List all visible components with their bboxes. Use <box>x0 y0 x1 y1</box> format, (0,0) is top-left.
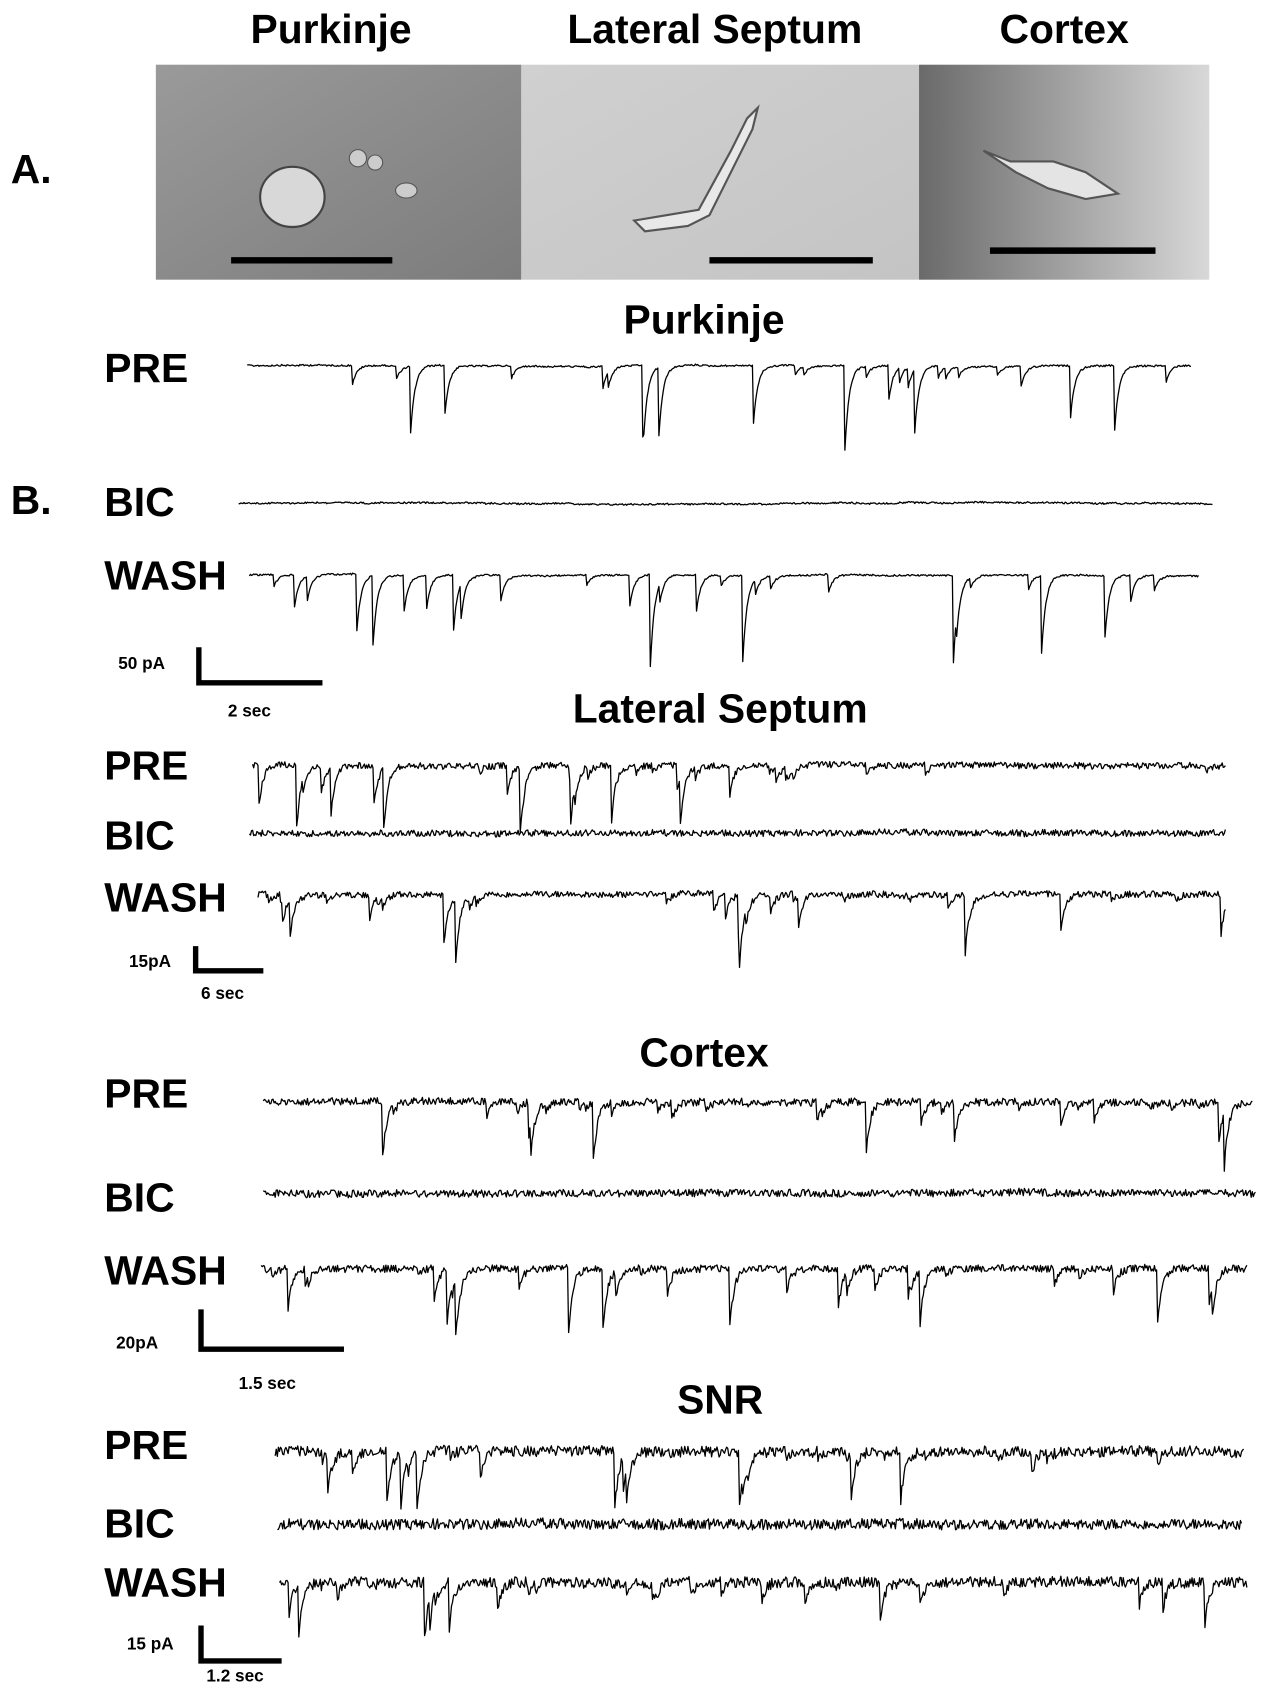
trace-label: WASH <box>104 552 226 598</box>
image-title: Cortex <box>999 6 1129 52</box>
scale-label: 1.5 sec <box>239 1373 297 1393</box>
trace-label: PRE <box>104 743 188 789</box>
trace <box>239 501 1213 505</box>
trace <box>261 1264 1247 1334</box>
trace <box>279 1576 1246 1637</box>
micrograph <box>919 65 1209 280</box>
trace-label: BIC <box>104 1500 174 1546</box>
trace-label: WASH <box>104 1559 226 1605</box>
scale-label: 15pA <box>129 951 171 971</box>
trace-label: WASH <box>104 1248 226 1294</box>
scale-bar <box>196 946 264 971</box>
trace <box>263 1188 1255 1197</box>
scale-label: 6 sec <box>201 983 244 1003</box>
trace-label: WASH <box>104 875 226 921</box>
scale-label: 20pA <box>116 1332 158 1352</box>
trace <box>263 1097 1252 1171</box>
scale-label: 1.2 sec <box>206 1666 264 1686</box>
recording-title: Cortex <box>639 1030 769 1076</box>
trace <box>275 1445 1243 1509</box>
trace <box>249 829 1225 837</box>
trace <box>253 762 1226 832</box>
trace-label: PRE <box>104 1422 188 1468</box>
micrograph <box>156 65 521 280</box>
image-title: Purkinje <box>251 6 412 52</box>
trace-label: PRE <box>104 1070 188 1116</box>
trace-label: BIC <box>104 479 174 525</box>
trace-label: BIC <box>104 1175 174 1221</box>
scale-bar <box>201 1309 344 1349</box>
panel-label: A. <box>11 146 52 192</box>
trace-label: BIC <box>104 812 174 858</box>
panel-label: B. <box>11 477 52 523</box>
figure: A. B. Purkinje Lateral Septum Cortex Purkinje… <box>0 0 1263 1688</box>
trace <box>249 573 1198 666</box>
scale-label: 2 sec <box>228 700 271 720</box>
recording-title: SNR <box>677 1377 763 1423</box>
scale-label: 50 pA <box>118 653 165 673</box>
image-title: Lateral Septum <box>567 6 862 52</box>
scale-bar <box>199 647 323 682</box>
trace <box>258 890 1225 967</box>
recording-title: Purkinje <box>624 296 785 342</box>
scale-bar <box>201 1625 282 1660</box>
trace <box>247 364 1191 450</box>
recording-title: Lateral Septum <box>573 686 868 732</box>
micrograph <box>521 65 919 280</box>
trace <box>277 1518 1241 1530</box>
trace-label: PRE <box>104 345 188 391</box>
scale-label: 15 pA <box>127 1633 174 1653</box>
